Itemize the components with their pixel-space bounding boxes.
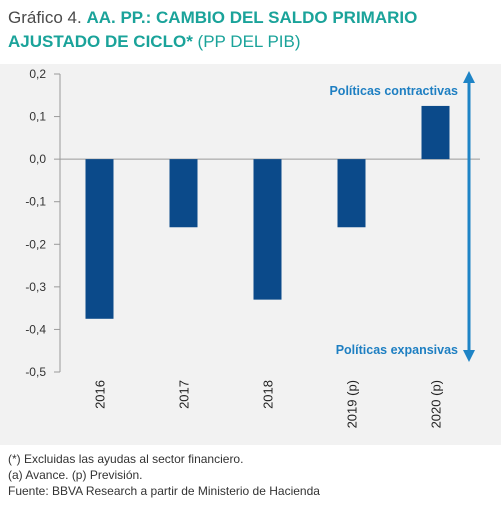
x-axis-labels: 2016 2017 2018 2019 (p) 2020 (p) [93,380,444,428]
y-tick-label: 0,0 [29,152,46,166]
bar [337,159,366,228]
bar [169,159,198,228]
y-tick-label: -0,3 [25,280,46,294]
bar-chart: 0,20,10,0-0,1-0,2-0,3-0,4-0,5 2016 2017 20… [25,67,480,428]
arrow-head-down [463,350,475,362]
chart-number: Gráfico 4. [8,8,82,27]
footnote-legend: (a) Avance. (p) Previsión. [8,468,143,482]
chart-title-unit: (PP DEL PIB) [197,32,301,51]
x-tick-label: 2016 [93,380,108,409]
x-tick-label: 2020 (p) [429,380,444,428]
x-tick-label: 2017 [177,380,192,409]
chart-title: Gráfico 4. AA. PP.: CAMBIO DEL SALDO PRI… [8,6,498,54]
x-tick-label: 2019 (p) [345,380,360,428]
y-tick-label: -0,1 [25,195,46,209]
x-tick-label: 2018 [261,380,276,409]
chart-header: Gráfico 4. AA. PP.: CAMBIO DEL SALDO PRI… [0,0,501,64]
bar [253,159,282,300]
policy-arrow [463,71,475,362]
annotation-expansive: Políticas expansivas [336,343,458,357]
y-tick-label: -0,5 [25,365,46,379]
footnote-exclusions: (*) Excluidas las ayudas al sector finan… [8,452,244,466]
arrow-head-up [463,71,475,83]
footnote-source: Fuente: BBVA Research a partir de Minist… [8,484,320,498]
bars [85,105,450,319]
bar [421,105,450,160]
footnotes: (*) Excluidas las ayudas al sector finan… [8,451,498,499]
y-axis: 0,2 0,1 0,0 -0,1 -0,2 -0,3 -0,4 -0,5 [25,67,480,379]
y-tick-label: -0,2 [25,237,46,251]
plot-background [0,64,501,445]
y-tick-label: 0,1 [29,110,46,124]
annotation-contractive: Políticas contractivas [329,84,458,98]
bar [85,159,114,319]
y-tick-label: 0,2 [29,67,46,81]
chart-title-main: AA. PP.: CAMBIO DEL SALDO PRIMARIO AJUST… [8,8,418,51]
y-tick-label: -0,4 [25,322,46,336]
